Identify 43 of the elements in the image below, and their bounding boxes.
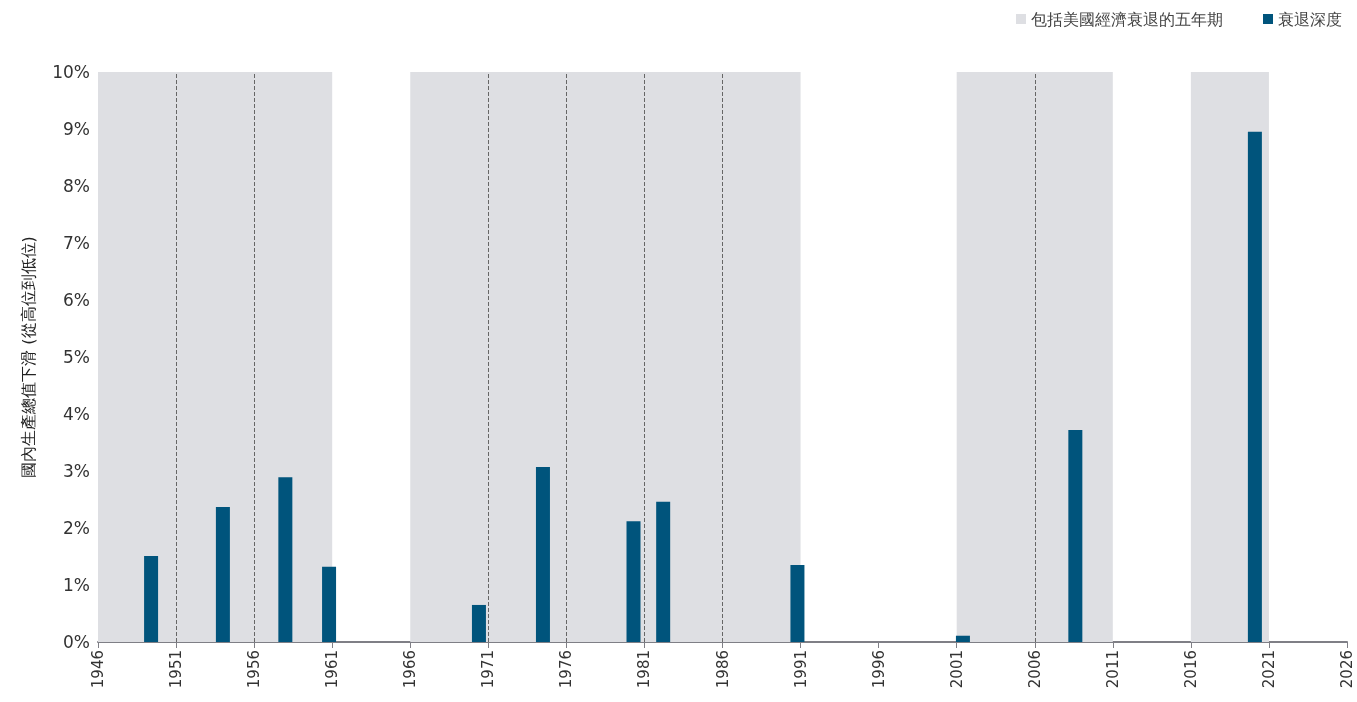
y-tick-label: 10% bbox=[52, 62, 90, 82]
legend-label: 衰退深度 bbox=[1278, 9, 1342, 29]
y-axis-title: 國內生產總值下滑 (從高位到低位) bbox=[18, 236, 38, 478]
bar bbox=[656, 501, 671, 642]
x-tick-label: 2006 bbox=[1025, 650, 1044, 689]
bar bbox=[1247, 131, 1262, 642]
x-tick-label: 1981 bbox=[635, 650, 654, 689]
bar bbox=[535, 467, 550, 642]
x-tick-label: 1986 bbox=[713, 650, 732, 689]
y-tick-label: 8% bbox=[63, 176, 90, 196]
legend-label: 包括美國經濟衰退的五年期 bbox=[1031, 9, 1223, 29]
bar bbox=[322, 566, 337, 642]
bar bbox=[215, 506, 230, 642]
bar bbox=[790, 565, 805, 642]
x-tick-label: 1961 bbox=[323, 650, 342, 689]
x-tick-label: 1951 bbox=[167, 650, 186, 689]
x-tick-label: 1991 bbox=[791, 650, 810, 689]
bar bbox=[626, 521, 641, 642]
x-tick-label: 2001 bbox=[947, 650, 966, 689]
y-tick-label: 7% bbox=[63, 233, 90, 253]
y-tick-label: 6% bbox=[63, 290, 90, 310]
bar bbox=[144, 555, 159, 642]
x-tick-label: 2016 bbox=[1181, 650, 1200, 689]
bar bbox=[955, 635, 970, 642]
y-tick-label: 3% bbox=[63, 461, 90, 481]
x-tick-label: 1976 bbox=[557, 650, 576, 689]
y-tick-label: 9% bbox=[63, 119, 90, 139]
x-tick-label: 2026 bbox=[1338, 650, 1356, 689]
y-tick-label: 0% bbox=[63, 632, 90, 652]
y-tick-label: 5% bbox=[63, 347, 90, 367]
y-tick-label: 1% bbox=[63, 575, 90, 595]
y-tick-label: 4% bbox=[63, 404, 90, 424]
x-tick-label: 2021 bbox=[1259, 650, 1278, 689]
bar bbox=[1068, 429, 1083, 642]
bar bbox=[471, 604, 486, 642]
y-tick-label: 2% bbox=[63, 518, 90, 538]
x-tick-label: 2011 bbox=[1103, 650, 1122, 689]
x-tick-label: 1996 bbox=[869, 650, 888, 689]
x-tick-label: 1971 bbox=[479, 650, 498, 689]
x-tick-label: 1946 bbox=[89, 650, 107, 689]
bar bbox=[278, 477, 293, 642]
x-tick-label: 1966 bbox=[401, 650, 420, 689]
x-tick-label: 1956 bbox=[245, 650, 264, 689]
